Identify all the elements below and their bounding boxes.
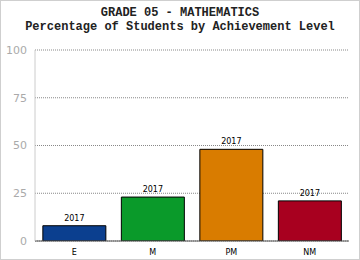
svg-text:2017: 2017 [300, 189, 320, 198]
svg-text:25: 25 [13, 187, 27, 200]
svg-text:100: 100 [8, 44, 27, 57]
svg-text:2017: 2017 [143, 185, 163, 194]
svg-text:0: 0 [20, 235, 27, 248]
svg-text:NM: NM [303, 248, 316, 257]
svg-text:2017: 2017 [221, 137, 241, 146]
html-text:Percentage of Students by Achi: Percentage of Students by Achievement Le… [25, 20, 335, 34]
svg-text:M: M [149, 248, 156, 257]
svg-text:50: 50 [13, 139, 27, 152]
html-text:GRADE 05 - MATHEMATICS: GRADE 05 - MATHEMATICS [100, 6, 260, 20]
svg-text:75: 75 [13, 92, 27, 105]
svg-text:PM: PM [225, 248, 237, 257]
svg-text:E: E [72, 248, 77, 257]
svg-text:2017: 2017 [64, 214, 84, 223]
